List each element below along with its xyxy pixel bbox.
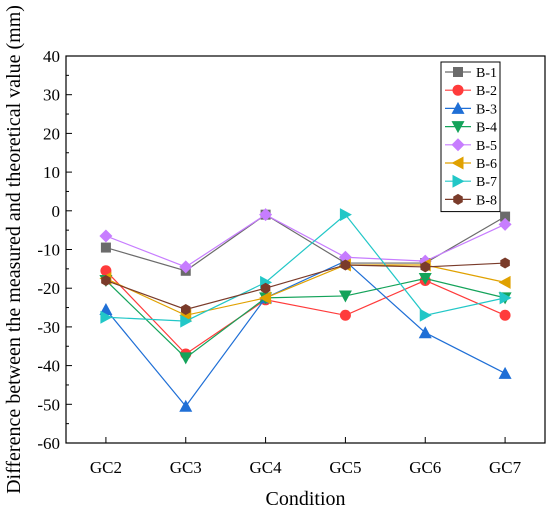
data-point (339, 208, 352, 222)
data-point (101, 274, 111, 286)
y-tick-label: -50 (37, 395, 60, 414)
legend-item: B-6 (445, 156, 497, 172)
x-axis-title: Condition (265, 488, 345, 510)
legend-label: B-5 (476, 139, 497, 154)
series-B-8 (101, 257, 510, 315)
data-point (500, 211, 511, 222)
y-tick-label: 0 (52, 202, 61, 221)
data-point (339, 309, 351, 321)
legend-label: B-6 (476, 157, 497, 172)
legend-box (440, 61, 501, 213)
y-tick-label: -20 (37, 279, 60, 298)
legend-item: B-3 (445, 101, 497, 117)
data-point (340, 259, 351, 271)
data-point (99, 229, 113, 243)
x-tick-label: GC5 (329, 458, 361, 477)
legend-marker (451, 156, 464, 170)
data-point (179, 260, 193, 274)
y-tick-label: 30 (43, 86, 60, 105)
legend-item: B-7 (445, 174, 497, 190)
series-line (105, 270, 506, 355)
legend-item: B-4 (445, 121, 497, 136)
legend-label: B-7 (476, 175, 497, 190)
y-axis-title: Difference between the measured and theo… (3, 5, 25, 494)
data-point (499, 291, 512, 305)
series-B-7 (100, 208, 512, 328)
data-point (100, 310, 113, 324)
legend: B-1 B-2 B-3 B-4 B-5 B-6 B-7 B-8 (440, 61, 501, 213)
legend-item: B-8 (445, 193, 497, 208)
y-tick-label: -10 (37, 241, 60, 260)
data-point (498, 275, 511, 289)
legend-label: B-3 (476, 102, 497, 117)
data-point (419, 308, 432, 322)
legend-label: B-2 (476, 84, 497, 99)
legend-label: B-4 (476, 121, 497, 136)
x-tick-label: GC2 (90, 458, 122, 477)
data-point (498, 366, 512, 379)
series-line (105, 264, 506, 316)
data-point (418, 326, 432, 339)
data-point (179, 399, 193, 412)
x-tick-label: GC4 (250, 458, 283, 477)
series-line (105, 277, 506, 359)
y-tick-label: -30 (37, 318, 60, 337)
legend-marker (453, 193, 463, 205)
y-tick-label: 40 (43, 47, 60, 66)
legend-item: B-2 (445, 84, 497, 99)
series-B-3 (99, 254, 512, 412)
data-point (500, 257, 510, 269)
data-point (260, 282, 271, 294)
y-tick-label: -40 (37, 357, 60, 376)
series-line (105, 213, 506, 268)
data-point (418, 273, 432, 286)
x-tick-label: GC7 (489, 458, 522, 477)
y-tick-label: 20 (43, 124, 60, 143)
x-tick-label: GC3 (170, 458, 202, 477)
data-point (338, 290, 352, 303)
legend-marker (452, 84, 464, 96)
legend-marker (453, 67, 463, 77)
legend-label: B-8 (476, 193, 497, 208)
data-point (499, 309, 511, 321)
series-line (105, 213, 506, 322)
series-line (105, 262, 506, 311)
data-point (100, 242, 111, 253)
data-point (420, 261, 431, 273)
plot-layer (99, 208, 512, 412)
data-point (180, 303, 191, 315)
legend-label: B-1 (476, 66, 497, 81)
y-tick-label: 10 (43, 163, 60, 182)
legend-item: B-5 (445, 138, 497, 154)
legend-marker (451, 138, 465, 152)
data-point (498, 217, 512, 231)
y-tick-label: -60 (37, 434, 60, 453)
x-tick-label: GC6 (409, 458, 441, 477)
series-line (105, 260, 506, 408)
legend-marker (451, 101, 465, 114)
axes-layer: 40 30 20 10 0 -10 -20 -30 -40 -50 -60 GC2 GC3 GC4 GC5 G… (37, 47, 546, 477)
series-line (105, 213, 506, 272)
data-point (259, 291, 272, 305)
data-point (259, 208, 273, 222)
data-point (179, 352, 193, 365)
data-point (180, 314, 193, 328)
series-B-4 (99, 273, 512, 365)
legend-marker (452, 174, 465, 188)
legend-marker (451, 121, 465, 134)
legend-item: B-1 (445, 66, 497, 81)
